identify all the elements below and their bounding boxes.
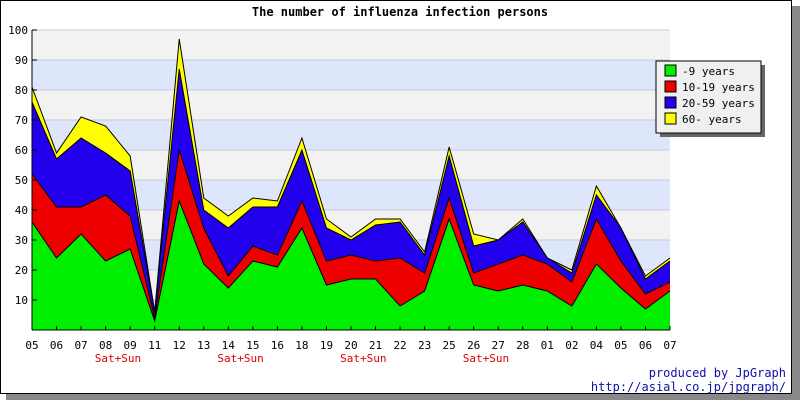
x-tick-label: 16 bbox=[271, 339, 284, 352]
weekend-label: Sat+Sun bbox=[95, 352, 141, 365]
x-tick-label: 27 bbox=[492, 339, 505, 352]
x-tick-label: 01 bbox=[541, 339, 554, 352]
y-tick-label: 80 bbox=[15, 84, 28, 97]
chart-title: The number of influenza infection person… bbox=[252, 5, 548, 19]
frame-shadow-right bbox=[792, 6, 800, 400]
y-tick-label: 100 bbox=[8, 24, 28, 37]
area-10-19-years bbox=[32, 150, 670, 321]
x-tick-label: 06 bbox=[639, 339, 652, 352]
legend-label: 10-19 years bbox=[682, 81, 755, 94]
x-tick-label: 12 bbox=[173, 339, 186, 352]
legend-swatch bbox=[664, 80, 677, 93]
x-tick-label: 25 bbox=[443, 339, 456, 352]
legend-swatch bbox=[664, 96, 677, 109]
weekend-label: Sat+Sun bbox=[340, 352, 386, 365]
x-tick-label: 06 bbox=[50, 339, 63, 352]
plot-band bbox=[32, 60, 670, 90]
weekend-label: Sat+Sun bbox=[463, 352, 509, 365]
x-tick-label: 23 bbox=[418, 339, 431, 352]
legend-label: 60- years bbox=[682, 113, 742, 126]
weekend-label: Sat+Sun bbox=[217, 352, 263, 365]
legend-label: 20-59 years bbox=[682, 97, 755, 110]
x-tick-label: 14 bbox=[222, 339, 236, 352]
x-tick-label: 08 bbox=[99, 339, 112, 352]
plot-band bbox=[32, 90, 670, 120]
frame-shadow-bottom bbox=[6, 394, 800, 400]
legend-label: -9 years bbox=[682, 65, 735, 78]
x-tick-label: 11 bbox=[148, 339, 161, 352]
plot-band bbox=[32, 30, 670, 60]
legend-swatch bbox=[664, 112, 677, 125]
x-tick-label: 20 bbox=[344, 339, 357, 352]
x-tick-label: 02 bbox=[565, 339, 578, 352]
series-outline bbox=[31, 149, 671, 319]
x-tick-label: 04 bbox=[590, 339, 604, 352]
y-tick-label: 30 bbox=[15, 234, 28, 247]
legend-swatch bbox=[664, 64, 677, 77]
y-tick-label: 50 bbox=[15, 174, 28, 187]
series-outline bbox=[31, 38, 671, 313]
series-outline bbox=[31, 199, 671, 323]
y-tick-label: 90 bbox=[15, 54, 28, 67]
x-tick-label: 13 bbox=[197, 339, 210, 352]
x-tick-label: 07 bbox=[663, 339, 676, 352]
area-20-59-years bbox=[32, 69, 670, 318]
y-tick-label: 10 bbox=[15, 294, 28, 307]
y-tick-label: 70 bbox=[15, 114, 28, 127]
x-tick-label: 26 bbox=[467, 339, 480, 352]
x-tick-label: 07 bbox=[74, 339, 87, 352]
y-tick-label: 40 bbox=[15, 204, 28, 217]
x-tick-label: 05 bbox=[25, 339, 38, 352]
credit-url[interactable]: http://asial.co.jp/jpgraph/ bbox=[590, 380, 786, 394]
credit-produced-by: produced by JpGraph bbox=[648, 366, 786, 380]
legend: -9 years 10-19 years 20-59 years 60- years bbox=[655, 60, 765, 137]
x-tick-label: 09 bbox=[124, 339, 137, 352]
series-outline bbox=[31, 68, 671, 313]
x-tick-label: 22 bbox=[393, 339, 406, 352]
y-tick-label: 60 bbox=[15, 144, 28, 157]
x-tick-label: 18 bbox=[295, 339, 308, 352]
x-tick-label: 15 bbox=[246, 339, 259, 352]
plot-band bbox=[32, 150, 670, 180]
y-tick-label: 20 bbox=[15, 264, 28, 277]
x-tick-label: 28 bbox=[516, 339, 529, 352]
x-tick-label: 21 bbox=[369, 339, 382, 352]
x-tick-label: 19 bbox=[320, 339, 333, 352]
plot-band bbox=[32, 120, 670, 150]
x-tick-label: 05 bbox=[614, 339, 627, 352]
